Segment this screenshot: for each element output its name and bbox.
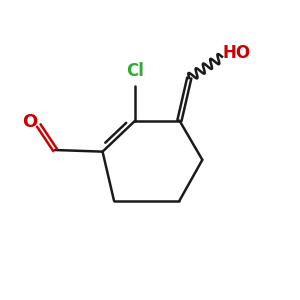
Text: Cl: Cl (126, 62, 144, 80)
Text: O: O (22, 112, 37, 130)
Text: HO: HO (223, 44, 251, 62)
